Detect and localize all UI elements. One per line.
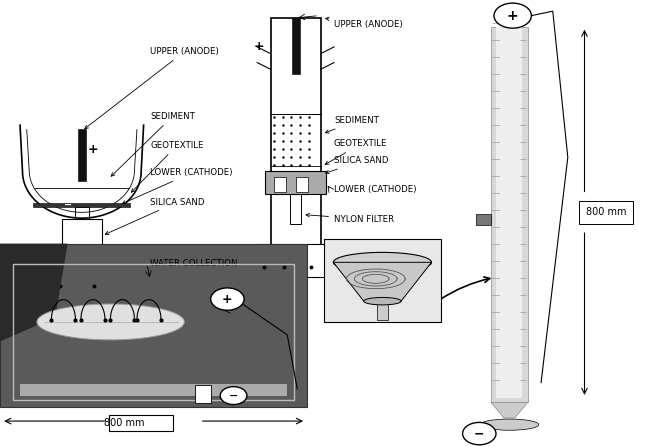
Text: 800 mm: 800 mm: [587, 207, 627, 217]
Bar: [20, 384, 287, 396]
Bar: [290, 194, 301, 224]
Text: SILICA SAND: SILICA SAND: [325, 156, 389, 173]
Text: −: −: [64, 200, 73, 210]
Text: WATER COLLECTION: WATER COLLECTION: [334, 259, 422, 268]
Polygon shape: [491, 402, 528, 418]
Bar: [271, 18, 321, 277]
Polygon shape: [333, 262, 432, 301]
Polygon shape: [0, 244, 67, 342]
Ellipse shape: [480, 419, 538, 430]
Bar: [195, 385, 211, 403]
Text: GEOTEXTILE: GEOTEXTILE: [132, 141, 204, 192]
FancyBboxPatch shape: [109, 415, 173, 431]
Text: −: −: [474, 427, 484, 440]
Text: GEOTEXTILE: GEOTEXTILE: [325, 139, 387, 164]
Bar: [75, 207, 88, 219]
Text: SILICA SAND: SILICA SAND: [106, 198, 205, 235]
Ellipse shape: [333, 253, 432, 272]
Text: +: +: [253, 40, 264, 54]
Bar: [496, 27, 522, 398]
Ellipse shape: [364, 297, 401, 305]
Text: WATER COLLECTION: WATER COLLECTION: [150, 259, 238, 268]
Bar: [377, 301, 387, 320]
Bar: [13, 259, 150, 297]
Bar: [33, 203, 130, 207]
Bar: [476, 214, 491, 225]
Bar: [265, 171, 326, 194]
Bar: [491, 27, 528, 402]
Text: +: +: [507, 8, 518, 23]
Circle shape: [220, 387, 247, 405]
Text: +: +: [222, 293, 232, 306]
Bar: [13, 264, 294, 400]
Text: UPPER (ANODE): UPPER (ANODE): [85, 47, 219, 129]
Text: 800 mm: 800 mm: [104, 418, 145, 428]
FancyBboxPatch shape: [579, 201, 633, 224]
Bar: [0, 244, 307, 407]
Bar: [61, 219, 102, 253]
Circle shape: [494, 3, 531, 28]
Text: LOWER (CATHODE): LOWER (CATHODE): [334, 186, 417, 194]
Text: NYLON FILTER: NYLON FILTER: [306, 213, 394, 224]
Bar: [77, 129, 86, 181]
Text: −: −: [229, 391, 238, 401]
Text: SEDIMENT: SEDIMENT: [325, 116, 379, 133]
Bar: [257, 244, 334, 277]
Bar: [291, 18, 300, 74]
Polygon shape: [37, 304, 184, 340]
Bar: [296, 177, 308, 192]
Bar: [324, 239, 441, 322]
Text: +: +: [88, 143, 98, 156]
Circle shape: [462, 422, 496, 445]
Text: UPPER (ANODE): UPPER (ANODE): [325, 17, 403, 29]
Text: LOWER (CATHODE): LOWER (CATHODE): [122, 169, 233, 204]
Text: SEDIMENT: SEDIMENT: [111, 112, 195, 176]
Bar: [274, 177, 286, 192]
Circle shape: [210, 288, 244, 310]
